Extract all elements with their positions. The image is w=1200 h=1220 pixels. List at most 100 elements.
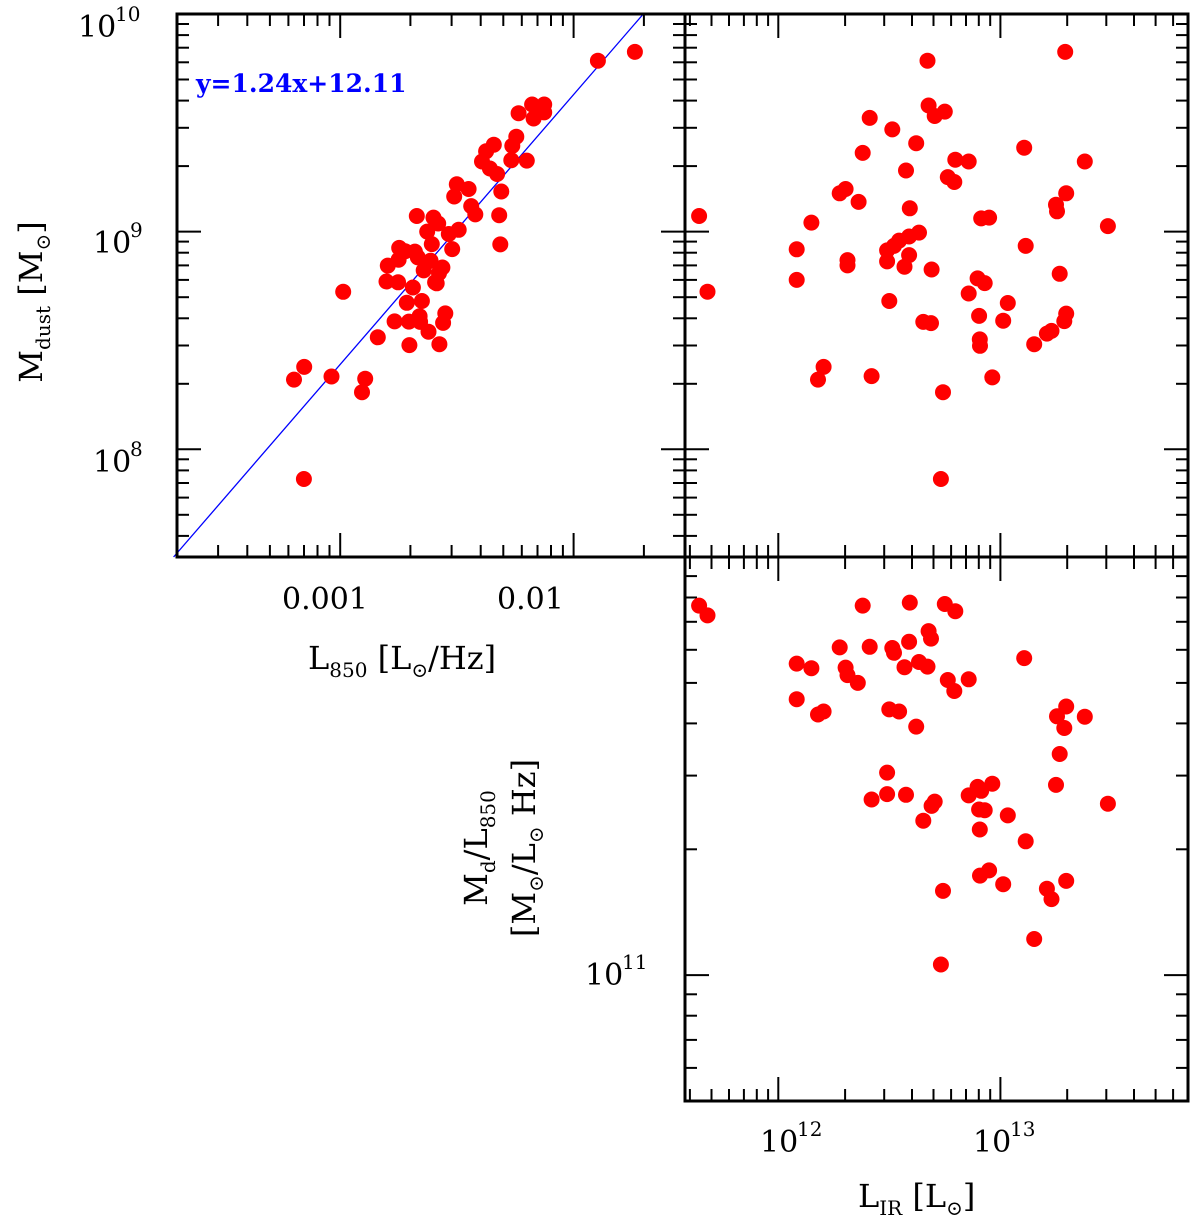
data-point — [419, 223, 436, 240]
data-point — [984, 369, 1001, 386]
data-point — [879, 253, 896, 270]
data-point — [589, 52, 606, 69]
panel-a-ticks — [176, 13, 686, 557]
panel-a: y=1.24x+12.11 0.001 0.01 10 10 10 9 10 8… — [12, 2, 687, 682]
data-point — [422, 252, 439, 269]
data-point — [491, 207, 508, 224]
data-point — [908, 718, 925, 735]
data-point — [788, 655, 805, 672]
data-point — [493, 183, 510, 200]
data-point — [854, 597, 871, 614]
data-point — [919, 658, 936, 675]
data-point — [444, 241, 461, 258]
data-point — [1076, 153, 1093, 170]
data-point — [891, 703, 908, 720]
x-tick-label-1e12: 10 12 — [760, 1117, 822, 1160]
data-point — [1016, 650, 1033, 667]
data-point — [981, 209, 998, 226]
data-point — [536, 96, 553, 113]
data-point — [423, 236, 440, 253]
y-tick-label-1e8: 10 8 — [93, 437, 143, 480]
data-point — [1043, 891, 1060, 908]
data-point — [879, 786, 896, 803]
data-point — [699, 283, 716, 300]
data-point — [946, 683, 963, 699]
svg-text:8: 8 — [130, 437, 143, 461]
data-point — [815, 703, 832, 720]
data-point — [788, 691, 805, 708]
data-point — [932, 956, 949, 973]
data-point — [803, 660, 820, 677]
data-point — [467, 206, 484, 223]
data-point — [524, 96, 541, 113]
data-point — [485, 136, 502, 153]
svg-text:12: 12 — [797, 1117, 822, 1141]
data-point — [788, 241, 805, 258]
data-point — [1017, 237, 1034, 254]
data-point — [923, 261, 940, 278]
data-point — [369, 329, 386, 346]
x-tick-label-0.01: 0.01 — [497, 582, 564, 617]
data-point — [850, 193, 867, 210]
data-point — [960, 285, 977, 302]
data-point — [1049, 203, 1065, 220]
data-point — [409, 249, 426, 266]
data-point — [898, 162, 914, 179]
data-point — [861, 109, 878, 126]
data-point — [446, 188, 463, 205]
data-point — [935, 882, 951, 899]
data-point — [831, 639, 848, 656]
svg-text:10: 10 — [973, 1125, 1011, 1160]
data-point — [984, 775, 1001, 792]
x-axis-label-lir: LIR [L⊙] — [858, 1177, 975, 1220]
data-point — [923, 315, 939, 332]
data-point — [1099, 218, 1116, 235]
data-point — [995, 312, 1012, 329]
data-point — [901, 594, 918, 611]
data-point — [936, 103, 953, 120]
data-point — [489, 166, 506, 182]
data-point — [354, 384, 370, 401]
data-point — [1058, 185, 1075, 202]
data-point — [1048, 776, 1064, 793]
data-point — [999, 295, 1016, 311]
data-point — [901, 633, 918, 650]
data-point — [923, 630, 939, 647]
data-point — [323, 368, 340, 385]
data-point — [911, 224, 927, 241]
data-point — [378, 273, 395, 290]
data-point — [960, 153, 977, 170]
data-point — [296, 358, 313, 375]
data-point — [810, 371, 826, 388]
data-point — [981, 862, 998, 879]
data-point — [518, 152, 535, 169]
panel-a-points — [286, 43, 643, 487]
data-point — [431, 336, 448, 353]
x-tick-label-0.001: 0.001 — [282, 582, 368, 617]
data-point — [434, 259, 451, 276]
panel-b — [683, 12, 1190, 559]
data-point — [932, 471, 949, 487]
data-point — [861, 638, 878, 655]
panel-c-frame — [683, 555, 1190, 1103]
data-point — [1058, 872, 1075, 889]
data-point — [854, 144, 871, 161]
data-point — [503, 152, 520, 169]
data-point — [404, 279, 421, 296]
data-point — [788, 271, 805, 288]
data-point — [881, 293, 898, 309]
svg-text:10: 10 — [78, 10, 116, 45]
data-point — [972, 337, 988, 354]
data-point — [884, 121, 901, 138]
panel-b-points — [691, 43, 1116, 487]
svg-text:13: 13 — [1010, 1117, 1035, 1141]
data-point — [413, 293, 430, 309]
y-tick-label-1e10: 10 10 — [78, 2, 140, 45]
data-point — [803, 214, 820, 231]
data-point — [420, 323, 437, 340]
data-point — [1026, 931, 1043, 947]
data-point — [879, 764, 896, 781]
x-axis-label-l850: L850 [L⊙/Hz] — [308, 639, 496, 682]
data-point — [863, 368, 880, 385]
data-point — [947, 151, 964, 168]
